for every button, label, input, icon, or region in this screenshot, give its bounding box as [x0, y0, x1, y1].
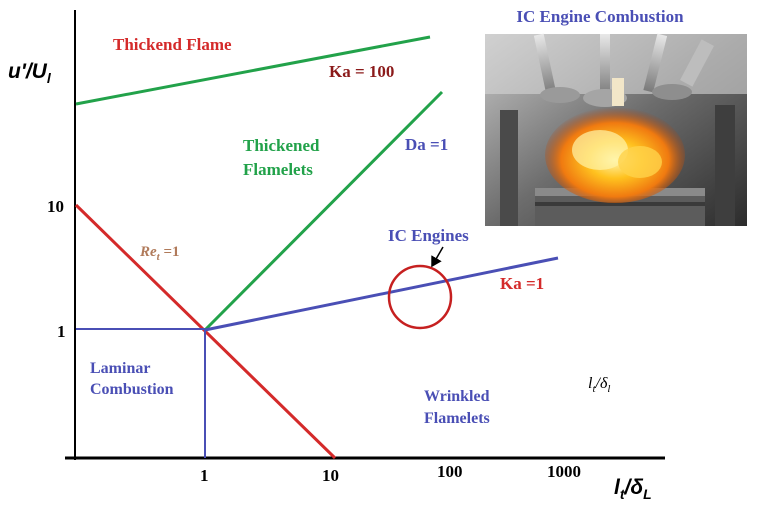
da1-label: Da =1 [405, 135, 448, 154]
ic-engines-circle [387, 264, 453, 330]
re1-label: Ret =1 [139, 244, 180, 263]
x-tick-1000: 1000 [547, 462, 581, 481]
laminar-combustion-label-line2: Combustion [90, 381, 174, 398]
ka100-line [75, 35, 431, 106]
y-tick-10: 10 [47, 197, 64, 216]
y-axis-label: u'/Ul [8, 60, 52, 86]
regime-lines [74, 35, 559, 460]
x-axis-label: lt/δL [614, 476, 652, 502]
thickened-flamelets-label-line2: Flamelets [243, 160, 313, 179]
thickened-flame-label: Thickend Flame [113, 35, 232, 54]
ic-engines-arrow [431, 246, 444, 268]
x-tick-10: 10 [322, 466, 339, 485]
ratio-annotation: lt/δl [588, 375, 610, 395]
photo-title: IC Engine Combustion [516, 7, 684, 26]
x-tick-100: 100 [437, 462, 463, 481]
ka100-label: Ka = 100 [329, 62, 394, 81]
y-tick-1: 1 [57, 322, 66, 341]
wrinkled-flamelets-label-line2: Flamelets [424, 410, 490, 427]
laminar-combustion-label-line1: Laminar [90, 360, 150, 377]
ka1-line [204, 256, 559, 332]
thickened-flamelets-label-line1: Thickened [243, 136, 320, 155]
x-tick-1: 1 [200, 466, 209, 485]
engine-photo [485, 33, 747, 226]
ic-engines-label: IC Engines [388, 226, 469, 245]
da1-line [203, 90, 444, 332]
axes [65, 10, 665, 460]
wrinkled-flamelets-label-line1: Wrinkled [424, 388, 490, 405]
ka1-label: Ka =1 [500, 274, 544, 293]
